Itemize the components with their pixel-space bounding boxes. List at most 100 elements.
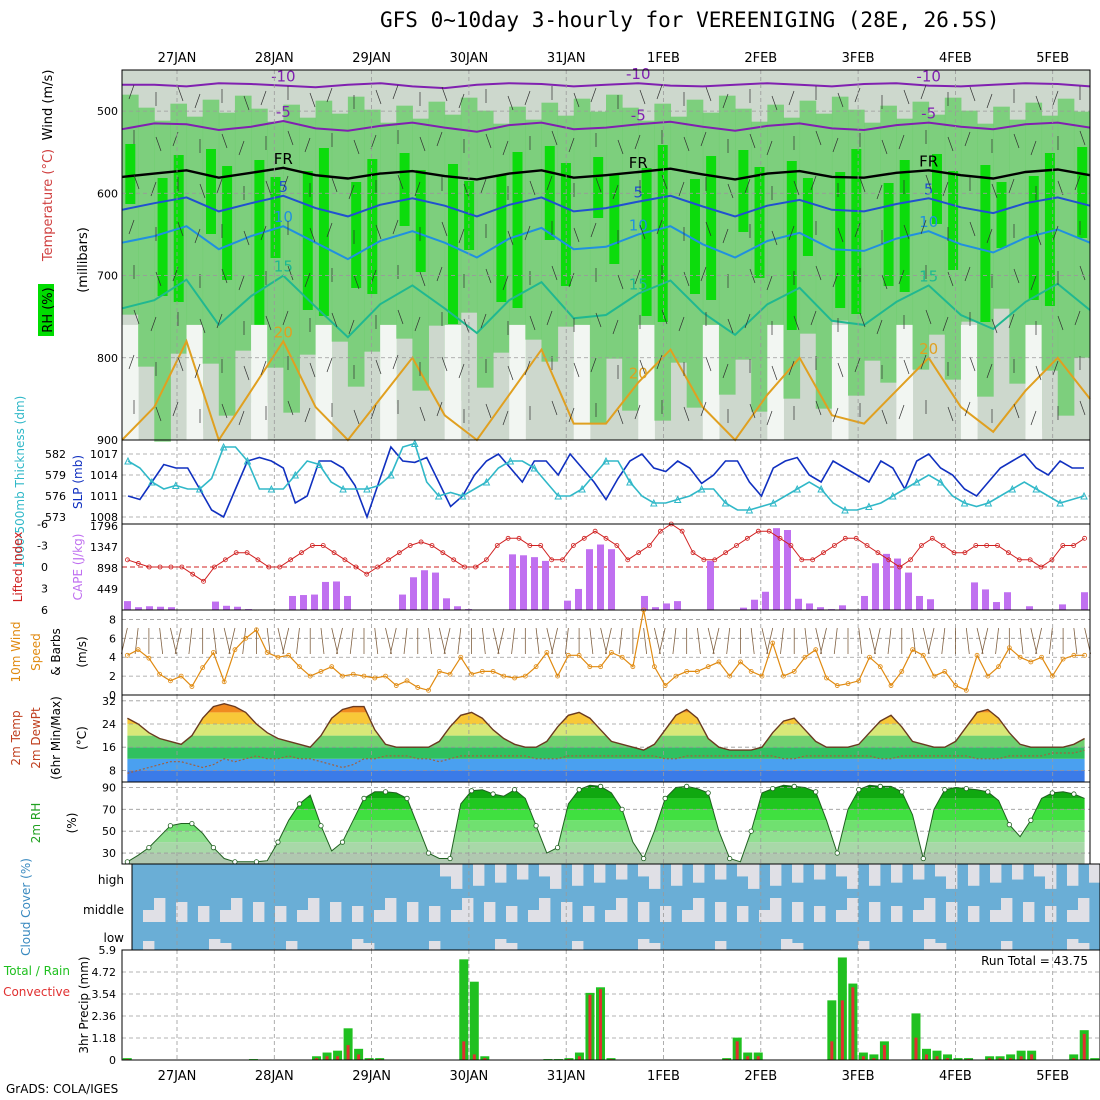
cloud-mid-cell: [231, 898, 243, 922]
wind-barb: [815, 130, 822, 146]
precip-conv-bar: [1030, 1054, 1034, 1060]
wind-barb: [128, 84, 135, 100]
wind-barb: [617, 139, 624, 155]
li-marker: [125, 557, 130, 563]
rh-marker: [511, 787, 518, 793]
wind-speed-marker: [544, 650, 550, 655]
wind-barb: [898, 404, 905, 420]
cape-bar: [1081, 592, 1088, 610]
wind-speed-marker: [189, 684, 195, 689]
wind-barb: [265, 180, 272, 196]
wind-barb: [458, 228, 465, 244]
wind-barb: [1030, 275, 1037, 291]
thickness-marker: [602, 456, 610, 465]
rh-marker: [361, 795, 367, 802]
cape-tick: 898: [97, 562, 118, 575]
cape-bar: [586, 549, 593, 610]
precip-conv-bar: [462, 1041, 466, 1060]
wind-barb: [304, 407, 311, 423]
wind-barb: [177, 86, 184, 102]
li-marker: [516, 535, 522, 541]
wind-speed-marker: [372, 675, 378, 681]
wind-speed-marker: [608, 650, 614, 655]
thickness-tick: 582: [45, 448, 66, 461]
temp-ylabel-1: 2m Temp: [9, 710, 23, 765]
li-tick: 3: [41, 583, 48, 596]
thickness-marker: [697, 484, 706, 493]
cloud-mid-cell: [374, 910, 386, 922]
wind-ylabel-4: (m/s): [75, 636, 89, 667]
cloud-high-cell: [968, 864, 980, 886]
rh-saturated-column: [157, 178, 168, 296]
rh-saturated-column: [689, 179, 700, 294]
cloud-high-cell: [671, 864, 683, 886]
cape-bar: [663, 603, 670, 610]
wind-barb: [700, 266, 707, 282]
wind-barb: [1035, 95, 1042, 111]
wind-barb: [793, 315, 800, 331]
wind-barb: [524, 225, 531, 241]
wind-barb: [722, 363, 729, 379]
wind-barb: [727, 318, 734, 334]
li-marker: [212, 564, 217, 570]
li-marker: [309, 543, 315, 548]
isotherm-label: -10: [626, 65, 651, 83]
li-marker: [494, 543, 500, 548]
precip-total-bar: [953, 1058, 963, 1060]
li-marker: [135, 561, 141, 566]
precip-conv-bar: [988, 1058, 992, 1060]
cloud-high-cell: [946, 864, 958, 889]
wind-speed-marker: [824, 675, 829, 681]
rh-marker: [189, 820, 195, 827]
cape-bar: [344, 595, 351, 610]
rh-saturated-column: [447, 164, 458, 324]
wind-barb: [507, 365, 514, 381]
wind-barb: [397, 174, 404, 190]
dewpoint-line: [127, 749, 1085, 774]
rh-dry-column: [380, 324, 397, 440]
thickness-marker: [482, 477, 491, 486]
rh-saturated-column: [835, 172, 846, 308]
wind-barb: [590, 87, 597, 103]
cape-bar: [1059, 604, 1066, 610]
wind-speed-marker: [845, 681, 851, 687]
isotherm-label: -5: [921, 105, 936, 123]
rh-marker: [232, 859, 238, 865]
li-marker: [1049, 557, 1055, 563]
thickness-marker: [865, 502, 873, 510]
surface-wind-barb: [438, 627, 446, 655]
li-marker: [549, 557, 555, 563]
cloud-high-cell: [1067, 864, 1079, 886]
temp-band: [122, 770, 1090, 782]
precip-conv-bar: [914, 1037, 918, 1060]
wind-speed-marker: [254, 627, 259, 633]
cloud-low-cell: [1001, 941, 1013, 950]
rh-saturated-column: [125, 144, 136, 204]
cape-bar: [443, 598, 450, 610]
wind-speed-marker: [877, 664, 883, 670]
precip-conv-bar: [746, 1056, 750, 1060]
upper-y-tick: 700: [97, 270, 118, 283]
thickness-marker: [721, 498, 730, 507]
wind-speed-marker: [1082, 652, 1088, 658]
precip-total-bar: [1090, 1058, 1100, 1060]
precip-conv-bar: [830, 1041, 834, 1060]
wind-barb: [634, 269, 641, 285]
wind-barb: [216, 178, 223, 194]
wind-speed-marker: [221, 679, 227, 685]
rh-marker: [425, 850, 432, 856]
precip-conv-bar: [1072, 1058, 1076, 1060]
surface-wind-barb: [750, 627, 755, 655]
bottom-date-label: 27JAN: [158, 1069, 197, 1084]
wind-barb: [573, 92, 580, 108]
rh-saturated-column: [706, 156, 717, 300]
surface-wind-barb: [296, 627, 300, 655]
cloud-high-cell: [847, 864, 859, 889]
rh-dry-column: [573, 324, 591, 440]
wind-speed-marker: [565, 652, 571, 658]
cape-bar: [784, 530, 791, 610]
cape-bar: [674, 601, 681, 610]
cloud-mid-cell: [682, 910, 694, 922]
precip-total-bar: [869, 1054, 879, 1060]
thickness-marker: [1008, 484, 1017, 493]
